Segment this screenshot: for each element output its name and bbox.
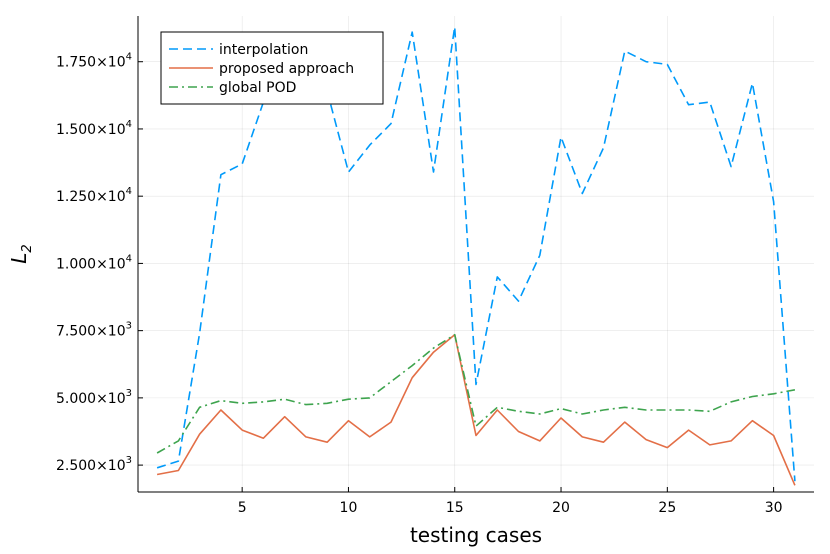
y-tick-label: 1.750×104	[56, 52, 132, 71]
x-tick-label: 10	[340, 500, 358, 516]
x-axis-title: testing cases	[410, 523, 542, 547]
y-axis-title: L2	[7, 244, 35, 263]
series-line-2	[156, 333, 796, 454]
series-line-1	[156, 333, 796, 486]
y-tick-labels: 2.500×103 5.000×103 7.500×103 1.000×104 1.25…	[56, 52, 143, 474]
legend-label: global POD	[219, 80, 296, 96]
x-tick-label: 30	[765, 500, 783, 516]
axes	[137, 16, 814, 493]
x-tick-label: 15	[446, 500, 464, 516]
x-tick-labels: 5 10 15 20 25 30	[238, 487, 783, 516]
legend-label: interpolation	[219, 42, 308, 58]
series-layer	[156, 25, 796, 486]
y-tick-label: 7.500×103	[56, 321, 132, 340]
x-tick-label: 20	[552, 500, 570, 516]
legend-label: proposed approach	[219, 61, 354, 77]
y-tick-label: 5.000×103	[56, 388, 132, 407]
y-tick-label: 1.500×104	[56, 119, 132, 138]
series-line-0	[156, 25, 796, 482]
y-tick-label: 1.250×104	[56, 186, 132, 205]
y-tick-label: 2.500×103	[56, 455, 132, 474]
y-tick-label: 1.000×104	[56, 253, 132, 272]
legend: interpolation proposed approach global POD	[160, 31, 384, 105]
x-tick-label: 5	[238, 500, 247, 516]
x-tick-label: 25	[658, 500, 676, 516]
grid-lines	[138, 16, 814, 492]
